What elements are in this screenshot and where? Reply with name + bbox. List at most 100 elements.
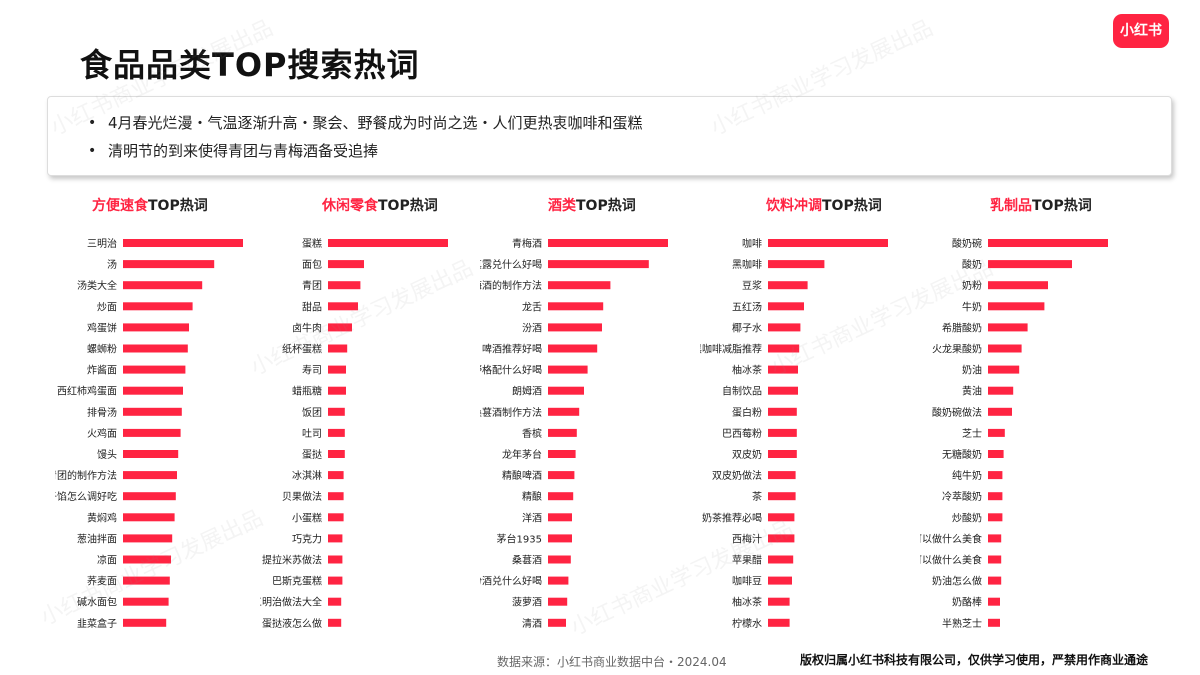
- bar: [328, 302, 358, 311]
- category-label: 蛋挞液怎么做: [262, 617, 322, 630]
- category-label: 巴西莓粉: [722, 427, 762, 440]
- category-label: 蛋挞: [302, 448, 322, 461]
- category-label: 咖啡豆: [732, 576, 762, 588]
- bar: [988, 281, 1048, 290]
- bar: [768, 513, 795, 522]
- chart-title-suffix: TOP热词: [822, 198, 882, 214]
- bar: [123, 281, 203, 290]
- bar: [328, 618, 342, 627]
- bar: [988, 344, 1022, 353]
- bar: [768, 365, 798, 374]
- data-source-note: 数据来源：小红书商业数据中台・2024.04: [497, 655, 727, 669]
- bar: [328, 576, 343, 585]
- insight-box: 4月春光烂漫・气温逐渐升高・聚会、野餐成为时尚之选・人们更热衷咖啡和蛋糕 清明节…: [47, 96, 1172, 176]
- category-label: 三明治做法大全: [260, 596, 322, 609]
- category-label: 鸡蛋饼: [87, 321, 117, 334]
- bar: [768, 260, 825, 269]
- chart-panel-snacks: 休闲零食TOP热词 蛋糕 面包 青团 甜品 卤牛肉 纸杯蛋糕 寿司 蜡瓶糖 饭团 吐司 蛋挞 冰淇淋贝…: [260, 195, 500, 640]
- chart-title-suffix: TOP热词: [576, 198, 636, 214]
- category-label: 啤酒推荐好喝: [482, 343, 542, 356]
- category-label: 火龙果酸奶: [932, 343, 982, 356]
- bar: [548, 513, 572, 522]
- chart-panel-instant-food: 方便速食TOP热词 三明治汤汤类大全 炒面 鸡蛋饼 螺蛳粉 炸酱面 西红柿鸡蛋面 排骨汤 火鸡…: [55, 195, 295, 640]
- category-label: 凉面: [97, 554, 117, 567]
- bar: [328, 323, 352, 332]
- category-label: 清酒: [522, 617, 542, 630]
- bar: [123, 513, 175, 522]
- bar: [548, 450, 576, 458]
- chart-title-suffix: TOP热词: [148, 198, 208, 214]
- bar: [328, 365, 346, 374]
- bar: [328, 534, 343, 543]
- bar-chart-alcohol: 青梅酒真露兑什么好喝青梅酒的制作方法龙舌汾酒啤酒推荐好喝野格配什么好喝朗姆酒桑葚…: [480, 237, 668, 630]
- category-label: 酸奶碗做法: [932, 406, 982, 419]
- category-label: 芝士碎可以做什么美食: [920, 554, 982, 567]
- category-label: 汤类大全: [77, 279, 117, 292]
- chart-title-category: 休闲零食: [322, 198, 378, 214]
- category-label: 茅台1935: [497, 532, 542, 545]
- bar: [328, 344, 348, 353]
- chart-panel-beverages: 饮料冲调TOP热词 咖啡黑咖啡豆浆五红汤椰子水黑咖啡减脂推荐柚冰茶自制饮品蛋白粉…: [700, 195, 940, 640]
- bar: [123, 492, 176, 501]
- category-label: 面包: [302, 258, 322, 271]
- bar: [988, 513, 1003, 522]
- bar: [123, 555, 171, 564]
- category-label: 桑葚酒制作方法: [480, 406, 542, 419]
- category-label: 奶酪棒: [952, 596, 982, 609]
- bar: [328, 407, 345, 416]
- category-label: 蛋糕: [302, 237, 322, 250]
- bar: [123, 576, 170, 585]
- bar-chart-snacks: 蛋糕面包青团甜品卤牛肉纸杯蛋糕寿司蜡瓶糖饭团吐司蛋挞冰淇淋贝果做法小蛋糕巧克力提…: [260, 237, 448, 630]
- category-label: 柠檬水: [732, 617, 762, 630]
- category-label: 豆浆: [742, 279, 762, 292]
- bar: [328, 492, 344, 501]
- bar: [548, 618, 566, 627]
- category-label: 馒头: [97, 449, 117, 461]
- category-label: 韭菜盒子: [77, 617, 117, 630]
- category-label: 奶粉: [962, 279, 982, 292]
- bar: [768, 576, 792, 585]
- category-label: 无糖酸奶: [942, 448, 982, 461]
- category-label: 青团: [302, 279, 322, 292]
- category-label: 汾酒兑什么好喝: [480, 575, 542, 588]
- bar: [768, 323, 801, 332]
- chart-title: 饮料冲调TOP热词: [766, 195, 1006, 215]
- category-label: 半熟芝士: [942, 617, 982, 630]
- bar: [548, 471, 575, 480]
- chart-title-category: 饮料冲调: [766, 198, 822, 214]
- category-label: 黑咖啡: [732, 259, 762, 271]
- bar: [548, 428, 577, 437]
- bar: [548, 407, 580, 416]
- category-label: 双皮奶做法: [712, 469, 762, 482]
- bar: [123, 302, 193, 311]
- bar: [988, 450, 1004, 458]
- bar: [123, 365, 186, 374]
- page-title: 食品品类TOP搜索热词: [80, 46, 420, 84]
- category-label: 香槟: [522, 427, 542, 440]
- bar: [768, 302, 804, 311]
- copyright-note: 版权归属小红书科技有限公司，仅供学习使用，严禁用作商业通途: [800, 653, 1149, 667]
- category-label: 冰淇淋: [292, 469, 322, 482]
- bar: [328, 555, 343, 564]
- bar: [123, 260, 215, 269]
- category-label: 柚冰茶: [732, 364, 762, 377]
- category-label: 贝果做法: [282, 490, 322, 503]
- bar: [328, 428, 345, 437]
- bar: [988, 618, 1000, 627]
- bar: [768, 555, 794, 564]
- category-label: 黄油: [962, 385, 982, 398]
- bar: [123, 450, 179, 458]
- category-label: 汾酒: [522, 322, 542, 334]
- chart-title-category: 方便速食: [92, 198, 148, 214]
- bar: [328, 386, 346, 395]
- bar-chart-beverages: 咖啡黑咖啡豆浆五红汤椰子水黑咖啡减脂推荐柚冰茶自制饮品蛋白粉巴西莓粉双皮奶双皮奶…: [700, 238, 888, 630]
- category-label: 西梅汁: [732, 532, 762, 545]
- category-label: 卤牛肉: [292, 321, 322, 334]
- category-label: 酸奶碗: [952, 237, 982, 250]
- category-label: 炒面: [97, 301, 117, 313]
- bar: [123, 618, 167, 627]
- bar: [988, 239, 1108, 247]
- category-label: 菠萝酒: [512, 597, 542, 609]
- bar: [548, 239, 668, 247]
- category-label: 五红汤: [732, 300, 762, 313]
